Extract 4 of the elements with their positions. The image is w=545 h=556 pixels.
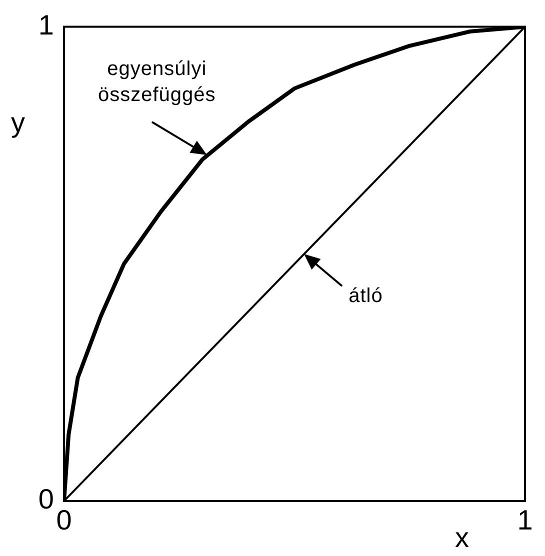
y-axis-title: y bbox=[11, 106, 25, 138]
annotation: egyensúlyi összefüggés bbox=[97, 56, 217, 108]
annotation: átló bbox=[348, 284, 384, 310]
x-axis-title: x bbox=[455, 522, 469, 553]
